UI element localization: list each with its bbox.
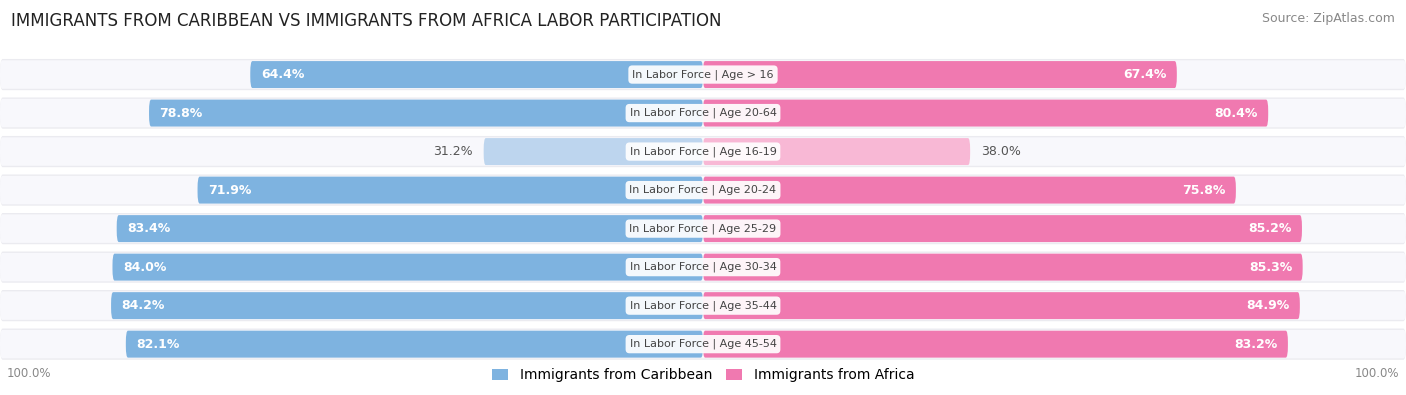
Text: 83.2%: 83.2% <box>1234 338 1278 351</box>
FancyBboxPatch shape <box>0 330 1406 358</box>
Legend: Immigrants from Caribbean, Immigrants from Africa: Immigrants from Caribbean, Immigrants fr… <box>486 363 920 388</box>
FancyBboxPatch shape <box>0 253 1406 281</box>
FancyBboxPatch shape <box>0 292 1406 320</box>
Text: In Labor Force | Age 20-24: In Labor Force | Age 20-24 <box>630 185 776 196</box>
Text: 75.8%: 75.8% <box>1182 184 1226 197</box>
Text: 71.9%: 71.9% <box>208 184 252 197</box>
FancyBboxPatch shape <box>0 213 1406 244</box>
FancyBboxPatch shape <box>0 252 1406 283</box>
Text: 64.4%: 64.4% <box>260 68 304 81</box>
FancyBboxPatch shape <box>703 292 1301 319</box>
FancyBboxPatch shape <box>117 215 703 242</box>
Text: In Labor Force | Age 30-34: In Labor Force | Age 30-34 <box>630 262 776 273</box>
Text: 84.0%: 84.0% <box>124 261 166 274</box>
FancyBboxPatch shape <box>250 61 703 88</box>
FancyBboxPatch shape <box>0 60 1406 89</box>
FancyBboxPatch shape <box>0 98 1406 129</box>
FancyBboxPatch shape <box>703 61 1177 88</box>
Text: IMMIGRANTS FROM CARIBBEAN VS IMMIGRANTS FROM AFRICA LABOR PARTICIPATION: IMMIGRANTS FROM CARIBBEAN VS IMMIGRANTS … <box>11 12 721 30</box>
Text: 80.4%: 80.4% <box>1215 107 1257 120</box>
Text: 67.4%: 67.4% <box>1123 68 1167 81</box>
FancyBboxPatch shape <box>703 331 1288 357</box>
Text: In Labor Force | Age > 16: In Labor Force | Age > 16 <box>633 69 773 80</box>
FancyBboxPatch shape <box>703 100 1268 126</box>
FancyBboxPatch shape <box>0 290 1406 321</box>
FancyBboxPatch shape <box>197 177 703 203</box>
FancyBboxPatch shape <box>703 138 970 165</box>
FancyBboxPatch shape <box>703 215 1302 242</box>
Text: 38.0%: 38.0% <box>981 145 1021 158</box>
FancyBboxPatch shape <box>484 138 703 165</box>
Text: 84.9%: 84.9% <box>1246 299 1289 312</box>
FancyBboxPatch shape <box>112 254 703 280</box>
FancyBboxPatch shape <box>703 254 1303 280</box>
Text: 85.2%: 85.2% <box>1249 222 1292 235</box>
Text: In Labor Force | Age 20-64: In Labor Force | Age 20-64 <box>630 108 776 118</box>
Text: 84.2%: 84.2% <box>121 299 165 312</box>
Text: 31.2%: 31.2% <box>433 145 472 158</box>
Text: 100.0%: 100.0% <box>7 367 52 380</box>
FancyBboxPatch shape <box>0 137 1406 166</box>
Text: In Labor Force | Age 25-29: In Labor Force | Age 25-29 <box>630 223 776 234</box>
FancyBboxPatch shape <box>0 176 1406 204</box>
FancyBboxPatch shape <box>127 331 703 357</box>
FancyBboxPatch shape <box>111 292 703 319</box>
Text: Source: ZipAtlas.com: Source: ZipAtlas.com <box>1261 12 1395 25</box>
Text: In Labor Force | Age 35-44: In Labor Force | Age 35-44 <box>630 300 776 311</box>
Text: 83.4%: 83.4% <box>127 222 170 235</box>
FancyBboxPatch shape <box>0 136 1406 167</box>
FancyBboxPatch shape <box>0 59 1406 90</box>
Text: In Labor Force | Age 16-19: In Labor Force | Age 16-19 <box>630 146 776 157</box>
Text: 100.0%: 100.0% <box>1354 367 1399 380</box>
Text: 82.1%: 82.1% <box>136 338 180 351</box>
Text: 85.3%: 85.3% <box>1249 261 1292 274</box>
Text: 78.8%: 78.8% <box>160 107 202 120</box>
FancyBboxPatch shape <box>0 214 1406 243</box>
FancyBboxPatch shape <box>0 175 1406 206</box>
FancyBboxPatch shape <box>0 99 1406 127</box>
FancyBboxPatch shape <box>0 329 1406 360</box>
FancyBboxPatch shape <box>149 100 703 126</box>
FancyBboxPatch shape <box>703 177 1236 203</box>
Text: In Labor Force | Age 45-54: In Labor Force | Age 45-54 <box>630 339 776 350</box>
